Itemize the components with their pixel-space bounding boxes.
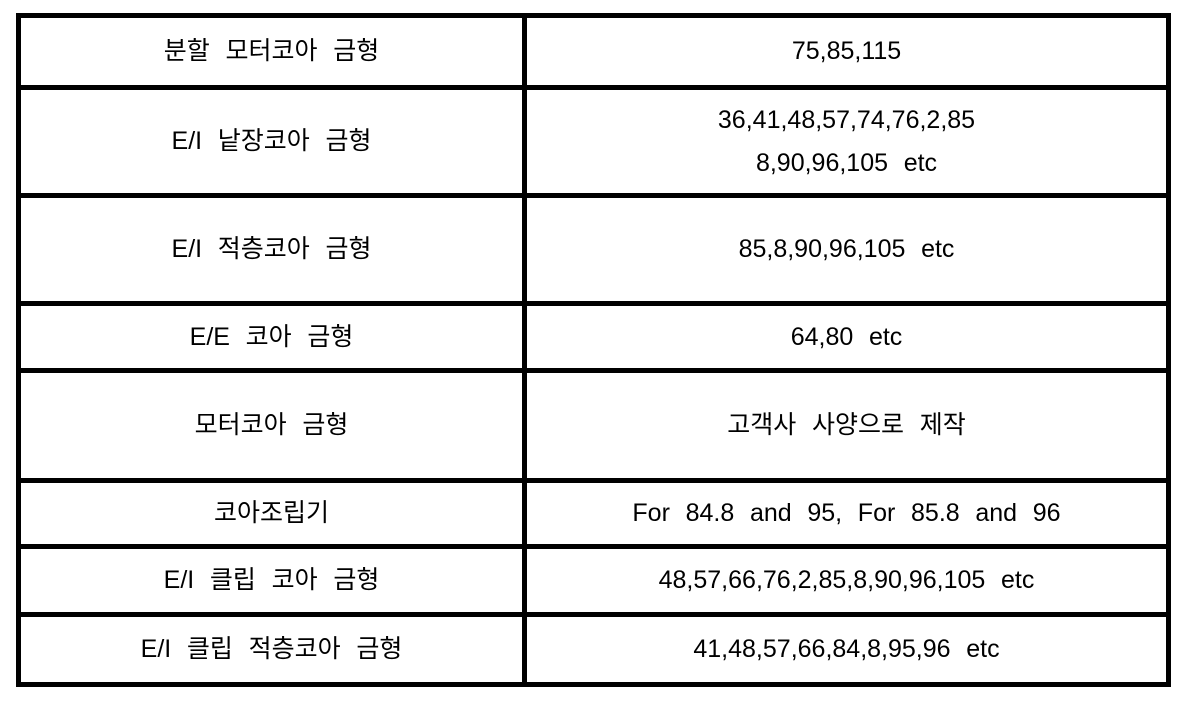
row-label-cell: 코아조립기 — [16, 478, 527, 549]
row-value-cell: 64,80 etc — [522, 301, 1171, 373]
row-label-cell: E/I 낱장코아 금형 — [16, 85, 527, 198]
table-row: E/I 클립 코아 금형 48,57,66,76,2,85,8,90,96,10… — [16, 544, 1171, 617]
row-label-cell: 분할 모터코아 금형 — [16, 13, 527, 90]
row-value-cell: 고객사 사양으로 제작 — [522, 368, 1171, 483]
table-row: E/I 클립 적층코아 금형 41,48,57,66,84,8,95,96 et… — [16, 612, 1171, 687]
spec-table: 분할 모터코아 금형 75,85,115 E/I 낱장코아 금형 36,41,4… — [16, 13, 1171, 687]
table-row: E/I 적층코아 금형 85,8,90,96,105 etc — [16, 193, 1171, 306]
row-value-cell: For 84.8 and 95, For 85.8 and 96 — [522, 478, 1171, 549]
table-row: E/E 코아 금형 64,80 etc — [16, 301, 1171, 373]
row-value-cell: 48,57,66,76,2,85,8,90,96,105 etc — [522, 544, 1171, 617]
row-value-cell: 75,85,115 — [522, 13, 1171, 90]
row-value-cell: 85,8,90,96,105 etc — [522, 193, 1171, 306]
row-label-cell: E/I 적층코아 금형 — [16, 193, 527, 306]
row-label-cell: E/E 코아 금형 — [16, 301, 527, 373]
row-value-cell: 36,41,48,57,74,76,2,85 8,90,96,105 etc — [522, 85, 1171, 198]
row-label-cell: E/I 클립 적층코아 금형 — [16, 612, 527, 687]
table-row: E/I 낱장코아 금형 36,41,48,57,74,76,2,85 8,90,… — [16, 85, 1171, 198]
row-label-cell: E/I 클립 코아 금형 — [16, 544, 527, 617]
row-value-cell: 41,48,57,66,84,8,95,96 etc — [522, 612, 1171, 687]
table-row: 모터코아 금형 고객사 사양으로 제작 — [16, 368, 1171, 483]
table-row: 코아조립기 For 84.8 and 95, For 85.8 and 96 — [16, 478, 1171, 549]
row-label-cell: 모터코아 금형 — [16, 368, 527, 483]
table-row: 분할 모터코아 금형 75,85,115 — [16, 13, 1171, 90]
